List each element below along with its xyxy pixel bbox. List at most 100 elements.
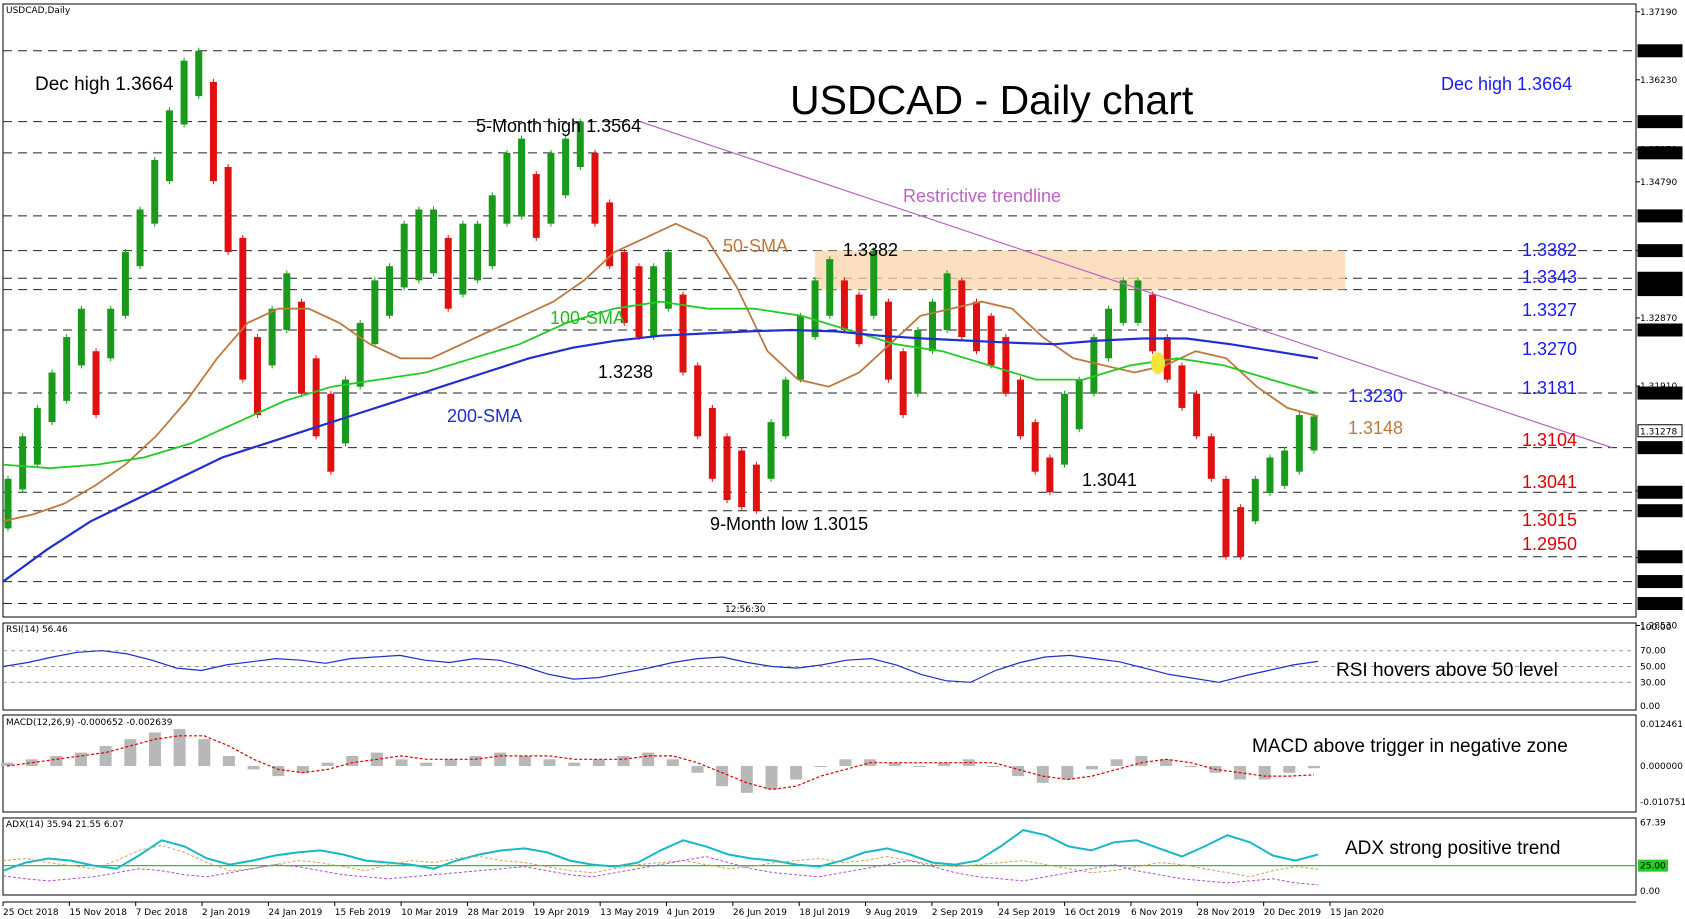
candle-body: [313, 358, 320, 436]
right-level-label: 1.3041: [1522, 472, 1577, 492]
macd-bar: [445, 759, 457, 766]
rsi-tick-label: 100.00: [1640, 623, 1672, 633]
adx-annotation: ADX strong positive trend: [1345, 838, 1560, 859]
time-tick-label: 15 Jan 2020: [1330, 908, 1384, 918]
right-level-label: 1.3230: [1348, 386, 1403, 406]
level-box-label: 1.29500: [1640, 553, 1677, 563]
candle-body: [591, 153, 598, 224]
candle-body: [459, 224, 466, 295]
macd-bar: [75, 753, 87, 766]
macd-bar: [1283, 766, 1295, 773]
level-box-label: 1.36640: [1640, 47, 1677, 57]
right-level-label: 1.3148: [1348, 418, 1403, 438]
trendline-label: Restrictive trendline: [903, 186, 1061, 206]
adx-label: ADX(14) 35.94 21.55 6.07: [6, 820, 124, 830]
candle-body: [1134, 280, 1141, 323]
candle-body: [665, 252, 672, 309]
time-tick-label: 20 Dec 2019: [1264, 908, 1322, 918]
level-box-label: 1.31810: [1640, 390, 1677, 400]
candle-body: [93, 351, 100, 415]
adx-tick-label: 25.00: [1640, 862, 1666, 872]
candle-body: [210, 82, 217, 181]
candle-body: [1105, 309, 1112, 359]
time-tick-label: 25 Oct 2018: [3, 908, 59, 918]
time-tick-label: 10 Mar 2019: [401, 908, 458, 918]
right-level-label: 1.3104: [1522, 430, 1577, 450]
candle-body: [635, 266, 642, 337]
time-tick-label: 24 Jan 2019: [268, 908, 322, 918]
macd-bar: [494, 753, 506, 766]
level-box-label: 1.30150: [1640, 507, 1677, 517]
macd-bar: [987, 766, 999, 767]
nine-month-low-label: 9-Month low 1.3015: [710, 514, 868, 534]
five-month-high-label: 5-Month high 1.3564: [476, 116, 641, 136]
macd-bar: [1012, 766, 1024, 776]
rsi-tick-label: 30.00: [1640, 678, 1666, 688]
candle-body: [342, 380, 349, 444]
candle-body: [151, 160, 158, 224]
macd-label: MACD(12,26,9) -0.000652 -0.002639: [6, 718, 173, 728]
macd-bar: [1111, 759, 1123, 766]
macd-bar: [1135, 756, 1147, 766]
level-box-label: 1.33820: [1640, 247, 1677, 257]
adx-tick-label: 0.00: [1640, 887, 1660, 897]
crossover-marker: [1151, 352, 1165, 374]
candle-body: [181, 61, 188, 125]
level-box-label: 1.29150: [1640, 578, 1677, 588]
rsi-tick-label: 50.00: [1640, 663, 1666, 673]
macd-bar: [1259, 766, 1271, 779]
macd-bar: [198, 739, 210, 766]
candle-body: [1311, 416, 1318, 450]
candle-body: [562, 139, 569, 196]
level-box-label: 1.35640: [1640, 118, 1677, 128]
time-marker: 12:56:30: [725, 605, 766, 615]
candle-body: [929, 302, 936, 352]
candle-body: [283, 273, 290, 330]
macd-bar: [667, 759, 679, 766]
macd-bar: [519, 756, 531, 766]
right-level-label: 1.3327: [1522, 300, 1577, 320]
candle-body: [973, 302, 980, 352]
candle-body: [371, 280, 378, 344]
time-tick-label: 16 Oct 2019: [1065, 908, 1121, 918]
macd-bar: [1086, 766, 1098, 769]
candle-body: [1120, 280, 1127, 323]
macd-bar: [913, 766, 925, 767]
candle-body: [1237, 507, 1244, 557]
candle-body: [1090, 337, 1097, 394]
dec-high-label: Dec high 1.3664: [35, 74, 174, 95]
candle-body: [518, 139, 525, 217]
time-tick-label: 28 Mar 2019: [467, 908, 524, 918]
candle-body: [415, 210, 422, 281]
right-level-label: Dec high 1.3664: [1441, 74, 1572, 94]
candle-body: [357, 323, 364, 387]
level-box-label: 1.34310: [1640, 212, 1677, 222]
time-tick-label: 15 Feb 2019: [335, 908, 391, 918]
macd-bar: [1185, 766, 1197, 767]
rsi-label: RSI(14) 56.46: [6, 625, 68, 635]
time-tick-label: 6 Nov 2019: [1131, 908, 1183, 918]
chart-title: USDCAD - Daily chart: [790, 77, 1194, 123]
candle-body: [298, 302, 305, 394]
candle-body: [856, 295, 863, 345]
time-tick-label: 2 Jan 2019: [202, 908, 250, 918]
macd-bar: [839, 759, 851, 766]
candle-body: [738, 450, 745, 507]
zone-high-label: 1.3382: [843, 240, 898, 260]
macd-bar: [223, 756, 235, 766]
candle-body: [914, 330, 921, 394]
macd-bar: [26, 759, 38, 766]
candle-body: [1252, 479, 1259, 522]
macd-bar: [544, 759, 556, 766]
candle-body: [1208, 436, 1215, 479]
right-level-labels: Dec high 1.3664 1.3382 1.3343 1.3327 1.3270 1…: [1348, 74, 1577, 554]
candle-body: [225, 167, 232, 252]
macd-tick-label: 0.000000: [1640, 762, 1683, 772]
low-1-3238-label: 1.3238: [598, 362, 653, 382]
candle-body: [34, 408, 41, 465]
macd-bar: [741, 766, 753, 793]
time-tick-label: 26 Jun 2019: [733, 908, 787, 918]
macd-bar: [322, 763, 334, 766]
rsi-annotation: RSI hovers above 50 level: [1336, 660, 1558, 681]
